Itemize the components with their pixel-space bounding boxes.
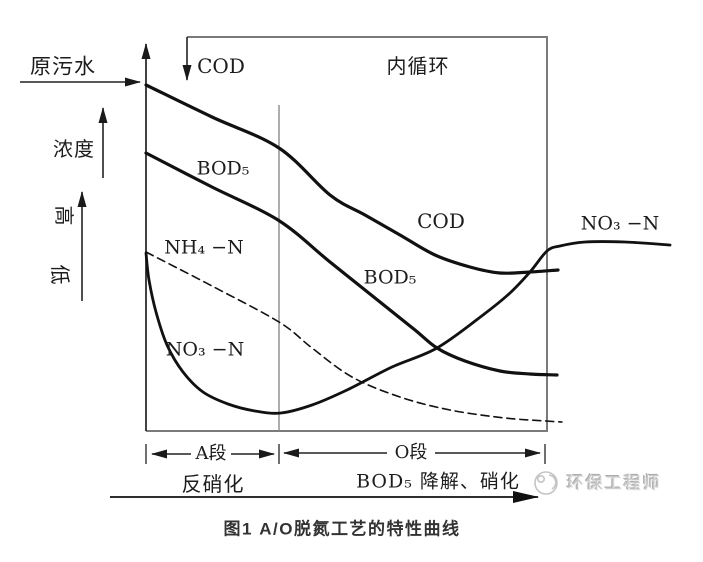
process-stage-o-label: BOD₅ 降解、硝化 bbox=[356, 470, 520, 493]
process-stage-a-label: 反硝化 bbox=[181, 472, 245, 496]
internal-recycle-label: 内循环 bbox=[386, 54, 450, 78]
influent-label: 原污水 bbox=[30, 54, 96, 79]
watermark-logo-icon bbox=[534, 471, 558, 495]
curve-nh4_n bbox=[145, 251, 563, 423]
curve-cod bbox=[144, 83, 560, 275]
no3n-effluent-label: NO₃ −N bbox=[580, 212, 660, 235]
y-axis-title: 浓度 bbox=[53, 137, 95, 161]
reactor-frame bbox=[146, 36, 548, 432]
bod5-stage-o-label: BOD₅ bbox=[363, 266, 417, 289]
bod5-stage-a-label: BOD₅ bbox=[196, 157, 250, 180]
scale-low-label: 低 bbox=[48, 264, 72, 286]
cod-stage-o-label: COD bbox=[417, 209, 465, 233]
concentration-curves bbox=[144, 83, 672, 423]
curve-bod5 bbox=[144, 151, 559, 377]
stage-a-label: A段 bbox=[192, 445, 230, 463]
figure-caption: 图1 A/O脱氮工艺的特性曲线 bbox=[223, 519, 461, 539]
nh4n-label: NH₄ −N bbox=[164, 236, 244, 259]
scale-high-label: 高 bbox=[52, 205, 76, 227]
curve-no3_n bbox=[144, 240, 672, 415]
stage-o-label: O段 bbox=[391, 444, 431, 462]
cod-feed-label: COD bbox=[197, 54, 245, 78]
watermark-text: 环保工程师 bbox=[566, 473, 662, 494]
no3n-stage-a-label: NO₃ −N bbox=[165, 338, 245, 361]
